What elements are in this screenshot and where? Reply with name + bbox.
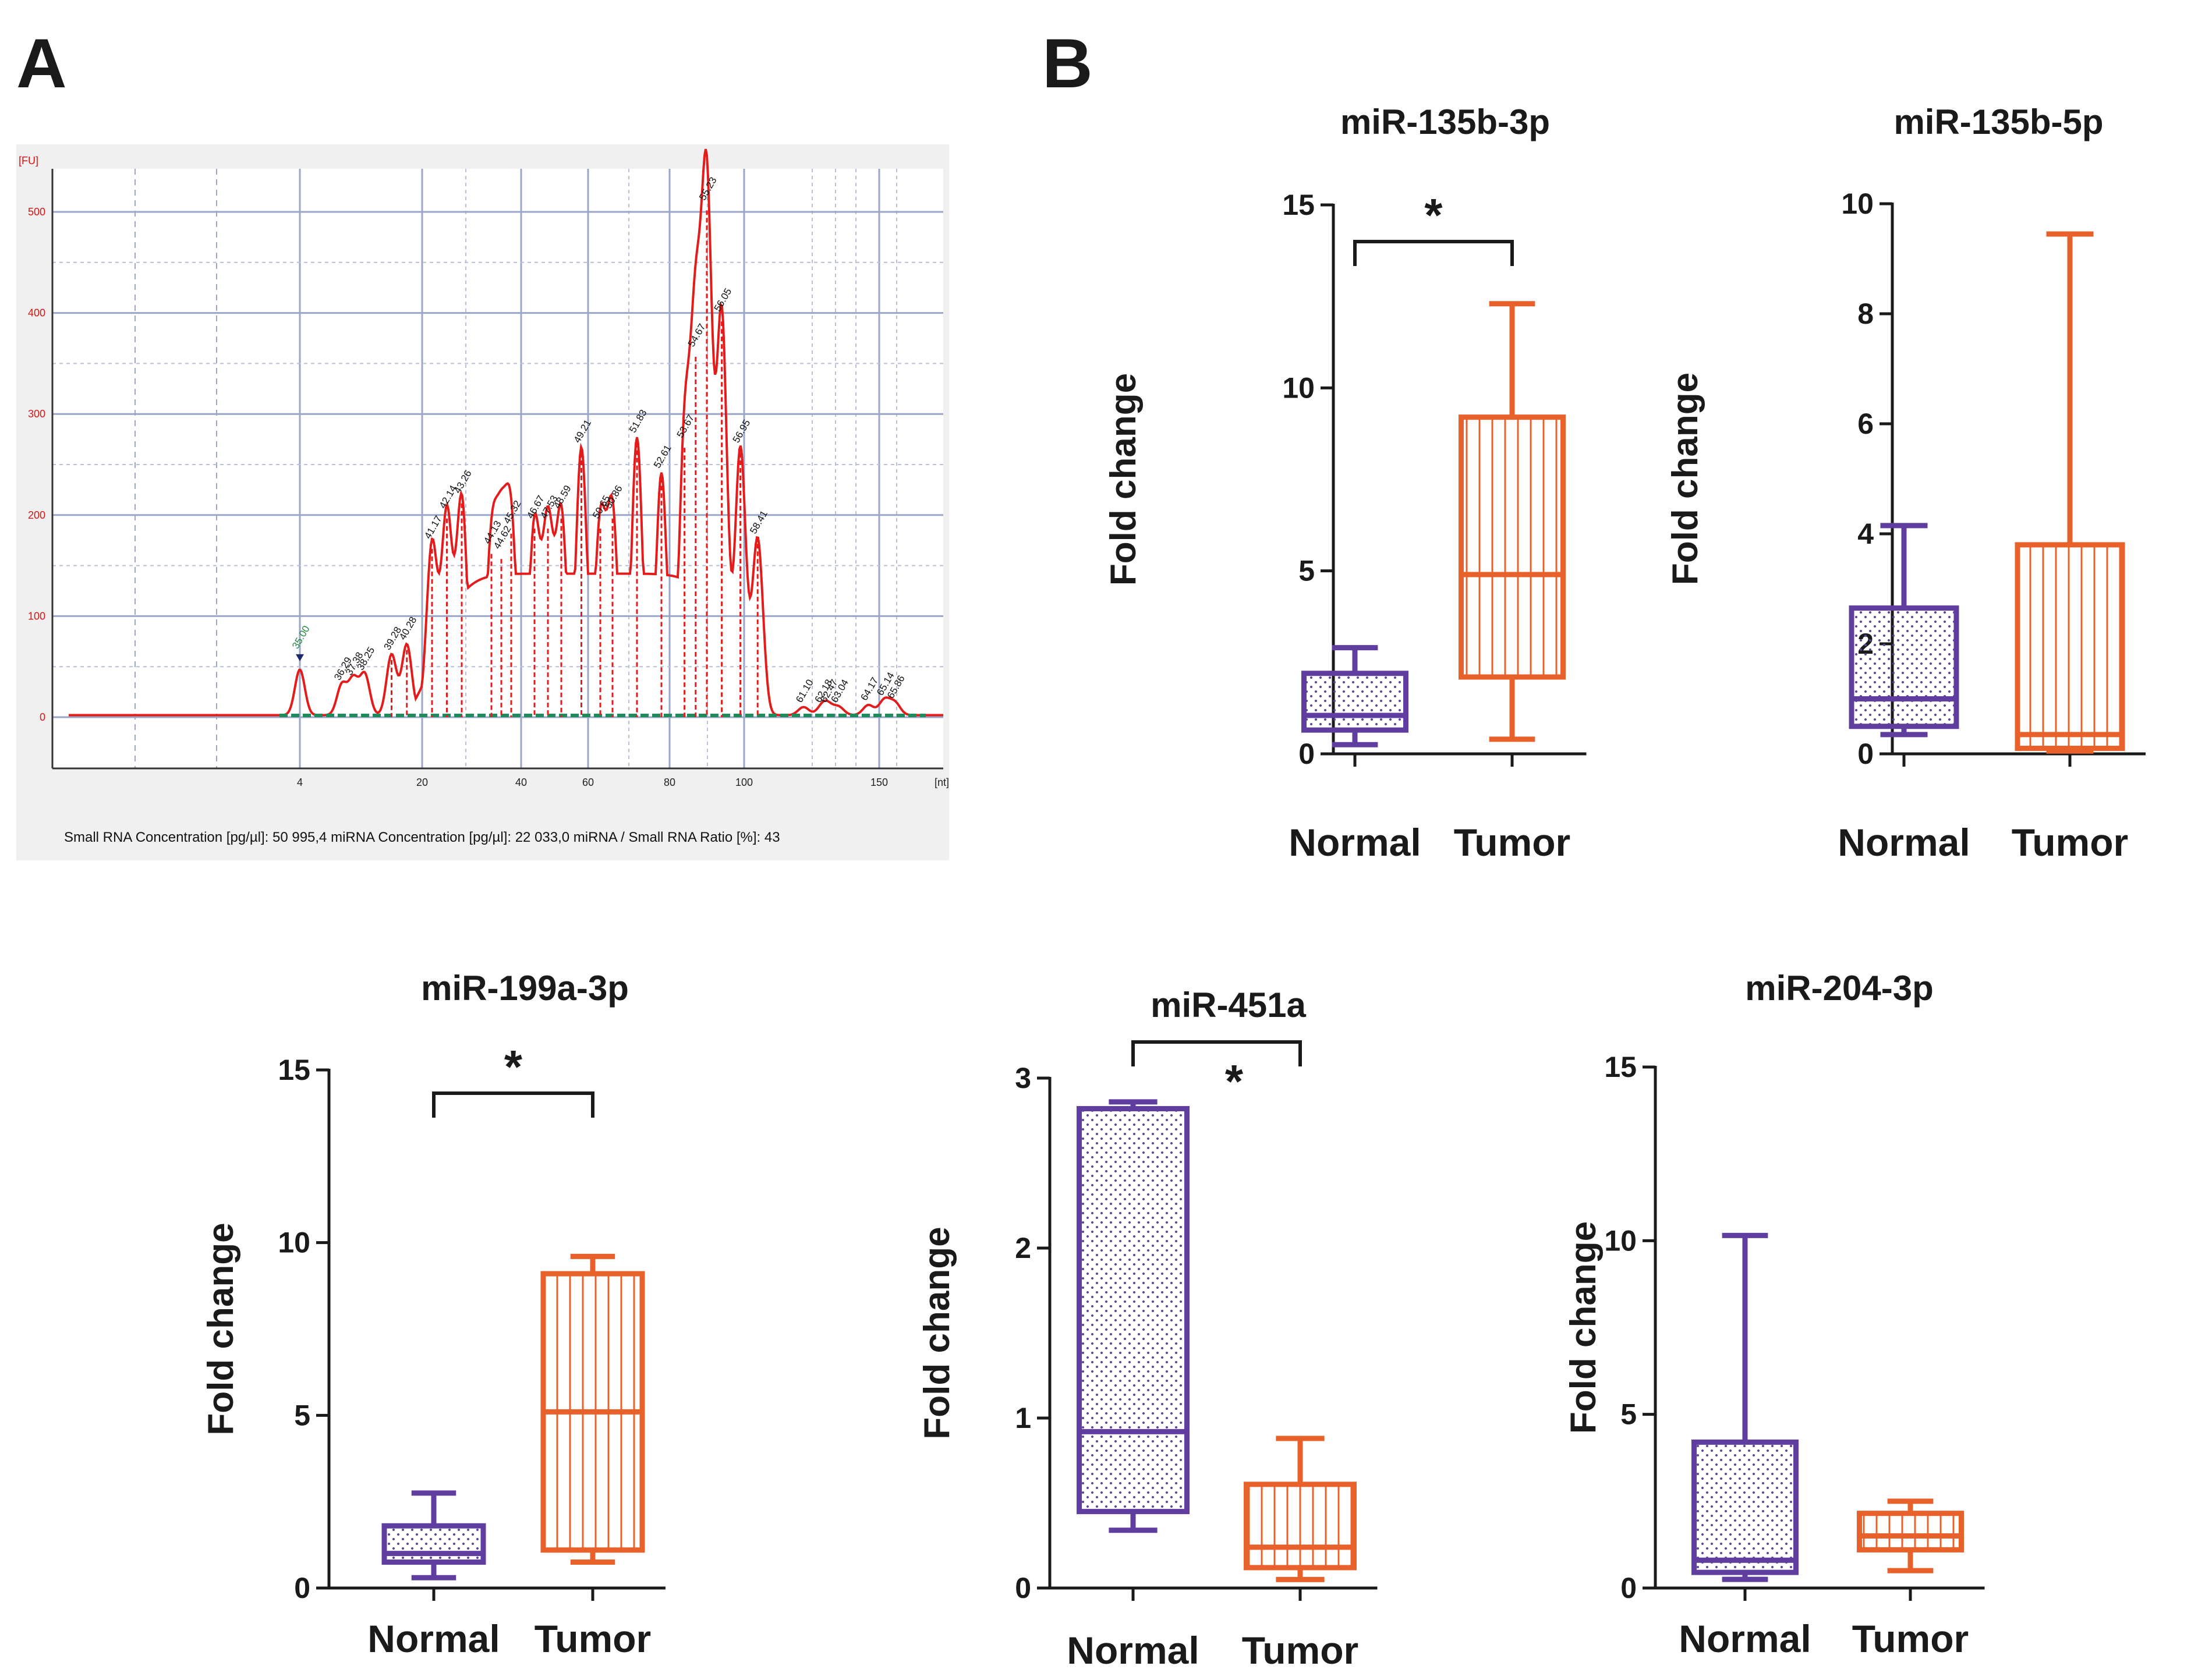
- box-normal: [1077, 1099, 1190, 1533]
- y-tick-label: 2: [1015, 1232, 1031, 1264]
- y-tick-label: 15: [278, 1054, 310, 1086]
- box-iqr: [2015, 542, 2125, 752]
- y-tick-label: 10: [1841, 187, 1874, 220]
- y-tick-label: 5: [294, 1399, 310, 1431]
- box-iqr: [1849, 605, 1959, 729]
- box-tumor: [1857, 1498, 1964, 1573]
- category-label-normal: Normal: [367, 1617, 500, 1660]
- box-tumor: [1459, 301, 1566, 742]
- box-tumor: [540, 1253, 645, 1565]
- chart-title: miR-199a-3p: [421, 969, 629, 1008]
- y-tick-label: 0: [1857, 738, 1874, 770]
- category-label-tumor: Tumor: [1454, 821, 1570, 864]
- boxplot-mir-199a-3p: miR-199a-3p Fold change 0 5 10 15 Normal Tumor *: [201, 969, 666, 1660]
- y-tick-label: 0: [1620, 1572, 1637, 1604]
- y-axis-label: Fold change: [1665, 373, 1705, 585]
- box-tumor: [2015, 231, 2125, 754]
- box-iqr: [1459, 414, 1566, 680]
- panel-label-b: B: [1042, 24, 1093, 102]
- y-tick-label: 5: [1298, 555, 1315, 587]
- y-tick-label: 6: [1857, 407, 1874, 440]
- box-normal: [1691, 1232, 1799, 1582]
- chart-title: miR-135b-5p: [1893, 102, 2103, 141]
- box-iqr: [1857, 1511, 1964, 1553]
- y-tick-label: 15: [1604, 1051, 1637, 1083]
- x-tick-label: 80: [664, 777, 675, 788]
- concentration-footer: Small RNA Concentration [pg/µl]: 50 995,…: [64, 830, 780, 845]
- y-tick-label: 10: [278, 1227, 310, 1259]
- box-iqr: [1301, 671, 1408, 733]
- y-tick-label: 4: [1857, 518, 1874, 550]
- boxplot-mir-204-3p: miR-204-3p Fold change 0 5 10 15 Normal Tumor: [1563, 969, 1985, 1660]
- y-tick-label: 0: [1298, 738, 1315, 770]
- significance-star: *: [1225, 1055, 1244, 1107]
- significance-star: *: [1424, 189, 1443, 241]
- y-tick-label: 15: [1282, 189, 1315, 221]
- significance-bracket: [1131, 1040, 1302, 1066]
- y-tick-label: 10: [1604, 1224, 1637, 1257]
- y-tick-label: 200: [28, 509, 45, 521]
- x-tick-label: 40: [515, 777, 527, 788]
- category-label-normal: Normal: [1838, 821, 1970, 864]
- box-iqr: [1691, 1439, 1799, 1575]
- box-iqr: [1077, 1106, 1190, 1515]
- y-tick-label: 0: [40, 711, 45, 723]
- category-label-normal: Normal: [1289, 821, 1421, 864]
- category-label-tumor: Tumor: [535, 1617, 651, 1660]
- category-label-tumor: Tumor: [1852, 1617, 1969, 1660]
- boxplot-mir-135b-3p: miR-135b-3p Fold change 0 5 10 15 Normal Tumor *: [1103, 102, 1587, 864]
- y-tick-label: 0: [294, 1572, 310, 1604]
- chart-title: miR-135b-3p: [1340, 102, 1550, 141]
- chart-title: miR-451a: [1151, 986, 1306, 1025]
- y-tick-label: 400: [28, 307, 45, 319]
- y-axis-label: Fold change: [917, 1227, 957, 1439]
- y-axis-label: Fold change: [1563, 1221, 1604, 1434]
- y-axis-label: Fold change: [201, 1222, 241, 1435]
- box-iqr: [381, 1523, 486, 1565]
- x-tick-label: 100: [735, 777, 753, 788]
- y-tick-label: 1: [1015, 1402, 1031, 1434]
- y-tick-label: 3: [1015, 1062, 1031, 1094]
- box-normal: [1301, 645, 1408, 747]
- y-tick-label: 300: [28, 408, 45, 420]
- y-tick-label: 0: [1015, 1572, 1031, 1604]
- category-label-normal: Normal: [1067, 1629, 1199, 1672]
- y-tick-label: 100: [28, 610, 45, 622]
- x-tick-label: 20: [416, 777, 428, 788]
- category-label-tumor: Tumor: [1242, 1629, 1358, 1672]
- category-label-normal: Normal: [1679, 1617, 1811, 1660]
- y-axis-unit: [FU]: [19, 155, 38, 166]
- y-axis-label: Fold change: [1103, 373, 1144, 586]
- x-tick-label: 150: [870, 777, 888, 788]
- plot-area: [52, 169, 943, 768]
- y-tick-label: 5: [1620, 1398, 1637, 1431]
- x-tick-label: 60: [582, 777, 594, 788]
- significance-bracket: [1353, 240, 1514, 266]
- significance-bracket: [432, 1091, 594, 1118]
- boxplot-mir-451a: miR-451a Fold change 0 1 2 3 Normal Tumor *: [917, 986, 1378, 1672]
- box-iqr: [1244, 1481, 1357, 1571]
- y-tick-label: 10: [1282, 371, 1315, 404]
- box-tumor: [1244, 1436, 1357, 1582]
- y-tick-label: 8: [1857, 297, 1874, 330]
- trace-line: [69, 148, 943, 717]
- y-tick-label: 500: [28, 206, 45, 218]
- box-normal: [1849, 523, 1959, 738]
- category-label-tumor: Tumor: [2012, 821, 2128, 864]
- marker-arrow-icon: [296, 654, 304, 661]
- significance-star: *: [504, 1041, 523, 1093]
- box-normal: [381, 1490, 486, 1580]
- panel-label-a: A: [16, 24, 67, 102]
- x-axis-unit: [nt]: [935, 777, 949, 788]
- x-tick-label: 4: [297, 777, 303, 788]
- chart-title: miR-204-3p: [1745, 969, 1933, 1008]
